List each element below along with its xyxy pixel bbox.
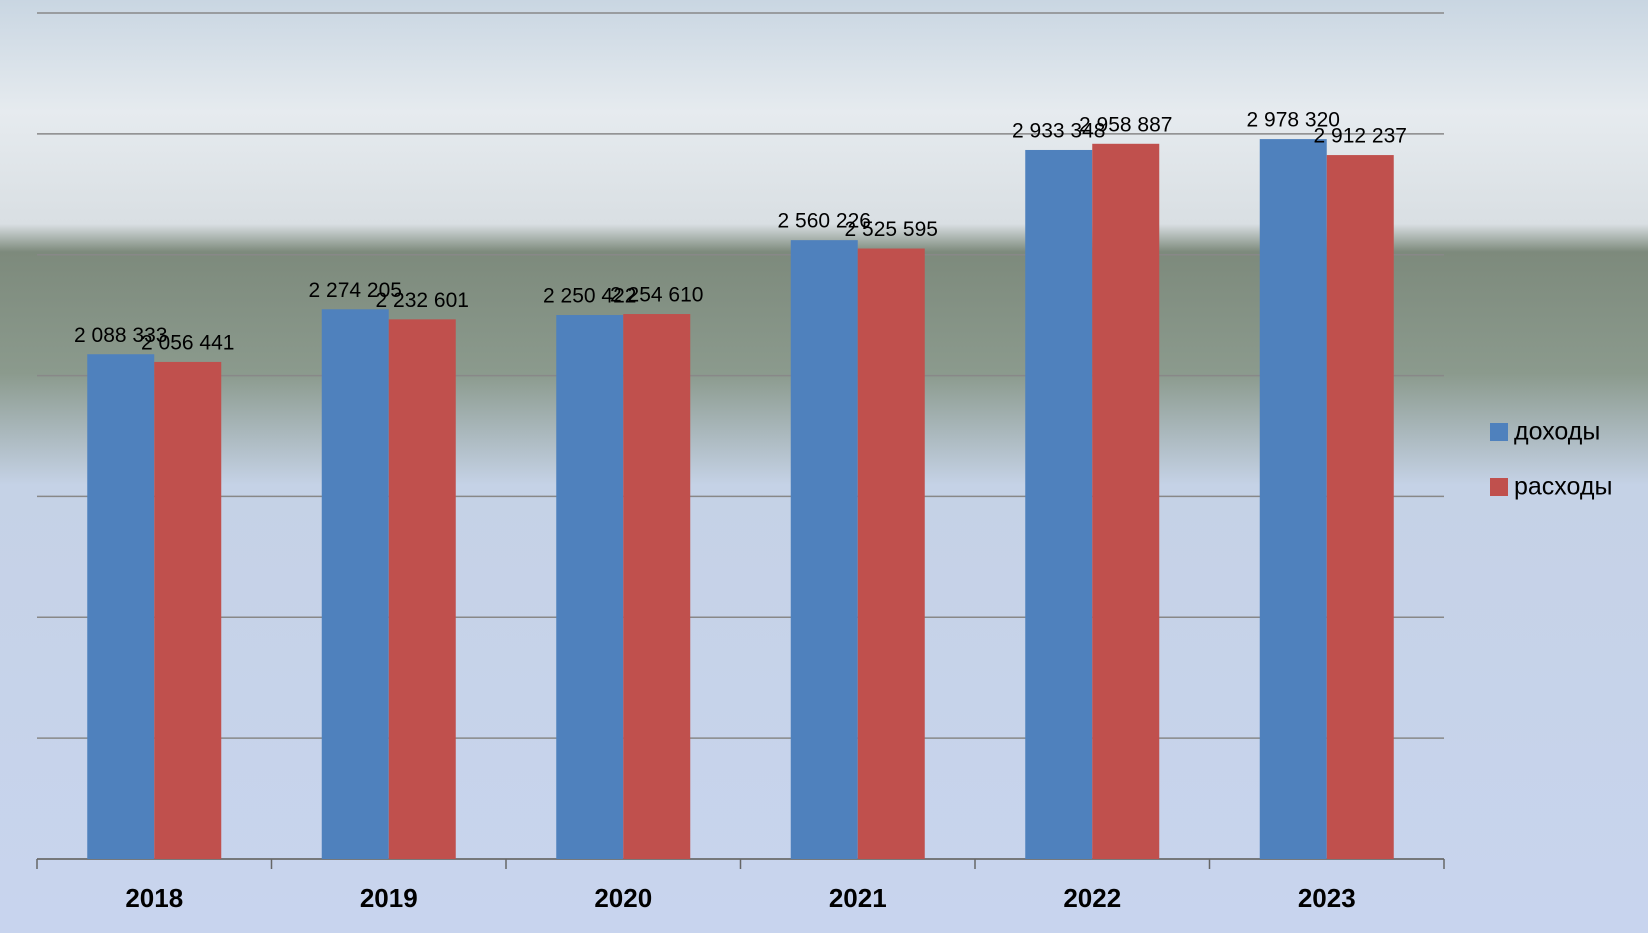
data-label: 2 560 226 [778,210,871,233]
x-tick-label: 2021 [829,883,887,913]
bar [87,354,155,859]
bar [1025,149,1093,859]
bar [857,248,925,860]
data-label: 2 088 333 [74,324,167,347]
x-tick-label: 2018 [125,883,183,913]
bar [790,240,858,859]
bar [388,319,456,859]
legend-swatch [1490,478,1508,496]
bar [1326,155,1394,860]
legend-swatch [1490,423,1508,441]
data-label: 2 274 205 [309,279,402,302]
data-label: 2 056 441 [141,331,234,354]
x-tick-label: 2023 [1298,883,1356,913]
data-label: 2 933 348 [1012,120,1105,143]
data-label: 2 958 887 [1079,113,1172,136]
bar [321,309,389,859]
bar [1259,139,1327,859]
data-label: 2 232 601 [376,289,469,312]
bar [1092,143,1160,859]
data-label: 2 978 320 [1247,109,1340,132]
legend-label: доходы [1514,418,1600,446]
x-tick-label: 2020 [594,883,652,913]
bar [154,361,222,859]
legend-label: расходы [1514,473,1612,501]
data-label: 2 254 610 [610,284,703,307]
x-tick-label: 2022 [1063,883,1121,913]
bar [623,314,691,859]
data-label: 2 912 237 [1314,125,1407,148]
bar [556,315,624,859]
x-tick-label: 2019 [360,883,418,913]
data-label: 2 250 422 [543,285,636,308]
data-label: 2 525 595 [845,218,938,241]
